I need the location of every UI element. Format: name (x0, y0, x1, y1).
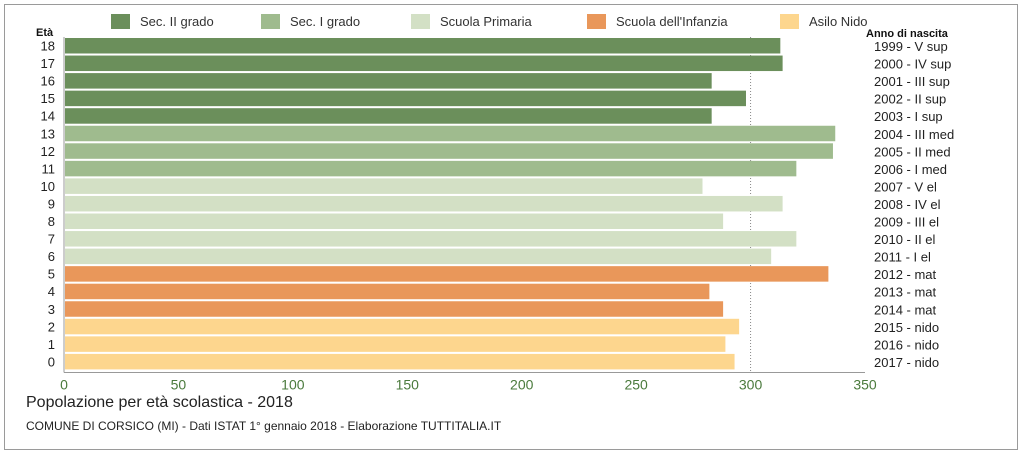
bar (65, 266, 829, 282)
bar (65, 73, 712, 89)
age-label: 17 (41, 56, 55, 71)
birth-year-label: 2014 - mat (874, 302, 937, 317)
bar (65, 353, 735, 370)
age-label: 5 (48, 267, 55, 282)
birth-year-label: 2013 - mat (874, 285, 937, 300)
bar (65, 336, 726, 352)
x-tick-label: 250 (624, 376, 648, 392)
age-label: 16 (41, 74, 55, 89)
legend-swatch (261, 14, 280, 29)
bar (65, 195, 783, 212)
age-label: 12 (41, 144, 55, 159)
age-label: 3 (48, 302, 55, 317)
birth-year-label: 2016 - nido (874, 337, 939, 352)
birth-year-label: 2009 - III el (874, 215, 939, 230)
birth-year-label: 2017 - nido (874, 355, 939, 370)
age-label: 13 (41, 126, 55, 141)
legend-label: Scuola Primaria (440, 14, 533, 29)
age-label: 6 (48, 249, 55, 264)
x-tick-label: 300 (739, 376, 763, 392)
birth-year-label: 2005 - II med (874, 144, 951, 159)
bar (65, 160, 797, 177)
age-label: 9 (48, 196, 55, 211)
bar (65, 301, 724, 317)
bar (65, 55, 783, 72)
x-tick-label: 200 (510, 376, 534, 392)
bar (65, 108, 712, 124)
birth-year-label: 1999 - V sup (874, 39, 948, 54)
birth-year-label: 2004 - III med (874, 127, 954, 142)
bar (65, 178, 703, 194)
chart-title: Popolazione per età scolastica - 2018 (26, 394, 293, 411)
birth-year-label: 2007 - V el (874, 179, 937, 194)
birth-year-label: 2011 - I el (874, 250, 931, 265)
birth-year-label: 2000 - IV sup (874, 57, 951, 72)
legend-label: Asilo Nido (809, 14, 868, 29)
bar (65, 231, 797, 247)
x-tick-label: 350 (853, 376, 877, 392)
birth-year-label: 2002 - II sup (874, 92, 946, 107)
legend-swatch (780, 14, 799, 29)
right-axis-header: Anno di nascita (866, 28, 949, 40)
age-label: 18 (41, 39, 55, 54)
legend-swatch (111, 14, 130, 29)
age-label: 10 (41, 179, 55, 194)
x-tick-label: 150 (396, 376, 420, 392)
age-label: 1 (48, 337, 55, 352)
chart-source-note: COMUNE DI CORSICO (MI) - Dati ISTAT 1° g… (26, 419, 502, 433)
birth-year-label: 2010 - II el (874, 232, 936, 247)
age-label: 15 (41, 91, 55, 106)
age-label: 7 (48, 232, 55, 247)
birth-year-label: 2012 - mat (874, 267, 937, 282)
bar (65, 38, 781, 54)
bar (65, 213, 724, 229)
bar (65, 125, 836, 142)
bar (65, 283, 710, 300)
birth-year-label: 2015 - nido (874, 320, 939, 335)
birth-year-label: 2001 - III sup (874, 74, 950, 89)
bar (65, 248, 772, 265)
bar (65, 318, 740, 335)
legend-swatch (587, 14, 606, 29)
legend-swatch (411, 14, 430, 29)
bar (65, 143, 833, 159)
x-tick-label: 100 (281, 376, 305, 392)
legend-label: Sec. II grado (140, 14, 214, 29)
age-label: 14 (41, 109, 55, 124)
bar (65, 90, 746, 107)
age-label: 2 (48, 319, 55, 334)
age-label: 8 (48, 214, 55, 229)
birth-year-label: 2003 - I sup (874, 109, 943, 124)
birth-year-label: 2006 - I med (874, 162, 947, 177)
legend-label: Sec. I grado (290, 14, 360, 29)
age-label: 11 (42, 161, 56, 176)
age-label: 4 (48, 284, 55, 299)
x-tick-label: 0 (60, 376, 68, 392)
age-label: 0 (48, 354, 55, 369)
legend-label: Scuola dell'Infanzia (616, 14, 728, 29)
x-tick-label: 50 (171, 376, 187, 392)
birth-year-label: 2008 - IV el (874, 197, 941, 212)
left-axis-header: Età (36, 27, 54, 39)
